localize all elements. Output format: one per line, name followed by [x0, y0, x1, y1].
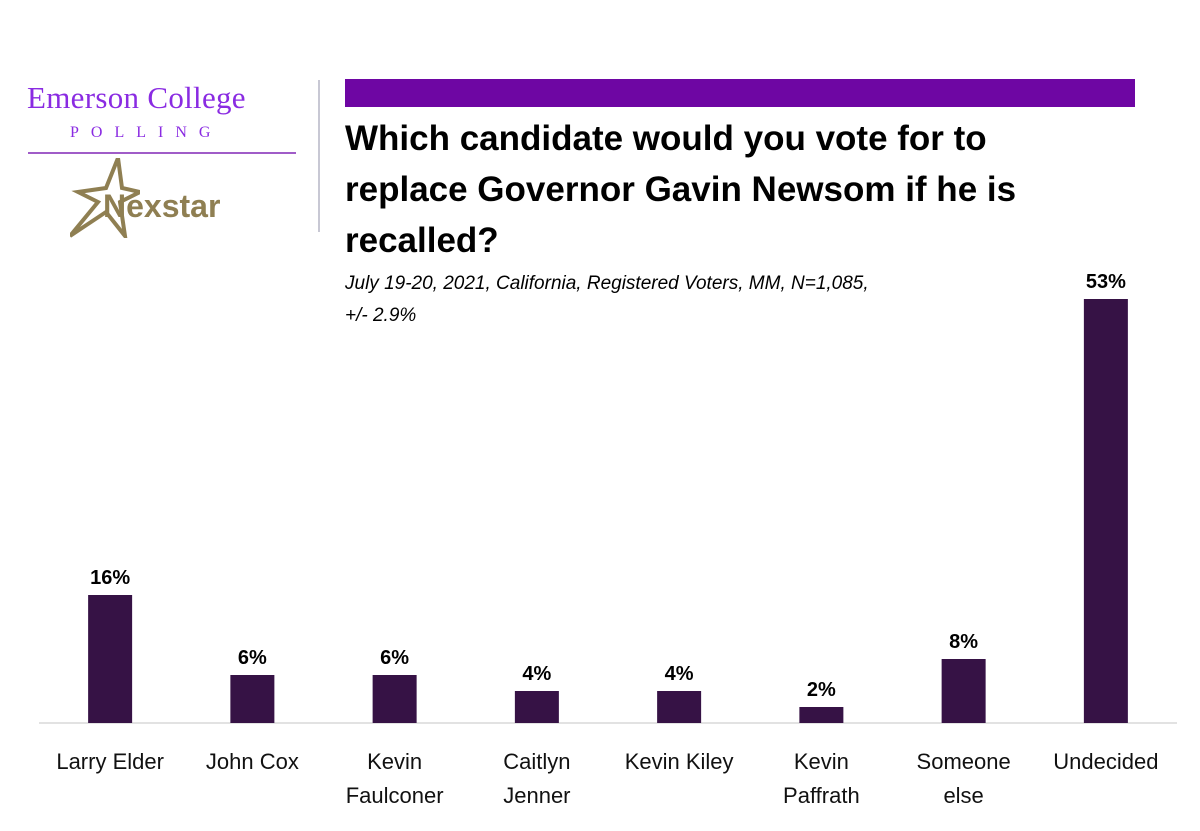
category-tick-label: Jenner: [503, 783, 570, 808]
data-label: 2%: [807, 679, 836, 701]
header-divider: [318, 80, 320, 232]
data-label: 53%: [1086, 271, 1126, 293]
category-tick-label: Caitlyn: [503, 749, 570, 774]
category-tick-label: else: [943, 783, 983, 808]
data-label: 16%: [90, 567, 130, 589]
category-tick-label: Faulconer: [346, 783, 444, 808]
data-label: 6%: [380, 647, 409, 669]
category-tick-label: Paffrath: [783, 783, 860, 808]
category-tick-label: Undecided: [1053, 749, 1158, 774]
category-tick-label: Kevin: [367, 749, 422, 774]
nexstar-star-icon: [70, 158, 140, 238]
category-tick-label: Larry Elder: [56, 749, 164, 774]
category-tick-label: Kevin Kiley: [625, 749, 734, 774]
category-tick-label: Kevin: [794, 749, 849, 774]
bar: [88, 595, 133, 723]
bar: [372, 675, 417, 723]
logo-polling: POLLING: [70, 124, 223, 141]
data-label: 4%: [665, 663, 694, 685]
subtitle-line-1: July 19-20, 2021, California, Registered…: [345, 273, 869, 294]
category-tick-label: Someone: [917, 749, 1011, 774]
data-label: 8%: [949, 631, 978, 653]
bar: [657, 691, 702, 723]
chart-title: Which candidate would you vote for to re…: [345, 119, 1017, 260]
bar: [941, 659, 986, 723]
bar: [799, 707, 844, 723]
subtitle-line-2: +/- 2.9%: [345, 305, 417, 326]
bar: [514, 691, 559, 723]
category-tick-label: John Cox: [206, 749, 299, 774]
accent-bar: [345, 79, 1135, 107]
data-label: 4%: [522, 663, 551, 685]
chart-subtitle: July 19-20, 2021, California, Registered…: [345, 268, 1005, 332]
bar: [230, 675, 275, 723]
bar: [1083, 299, 1128, 723]
logo-emerson-college: Emerson College: [27, 80, 246, 115]
data-label: 6%: [238, 647, 267, 669]
logo-divider: [28, 152, 296, 154]
logo-nexstar: Nexstar: [103, 188, 221, 224]
